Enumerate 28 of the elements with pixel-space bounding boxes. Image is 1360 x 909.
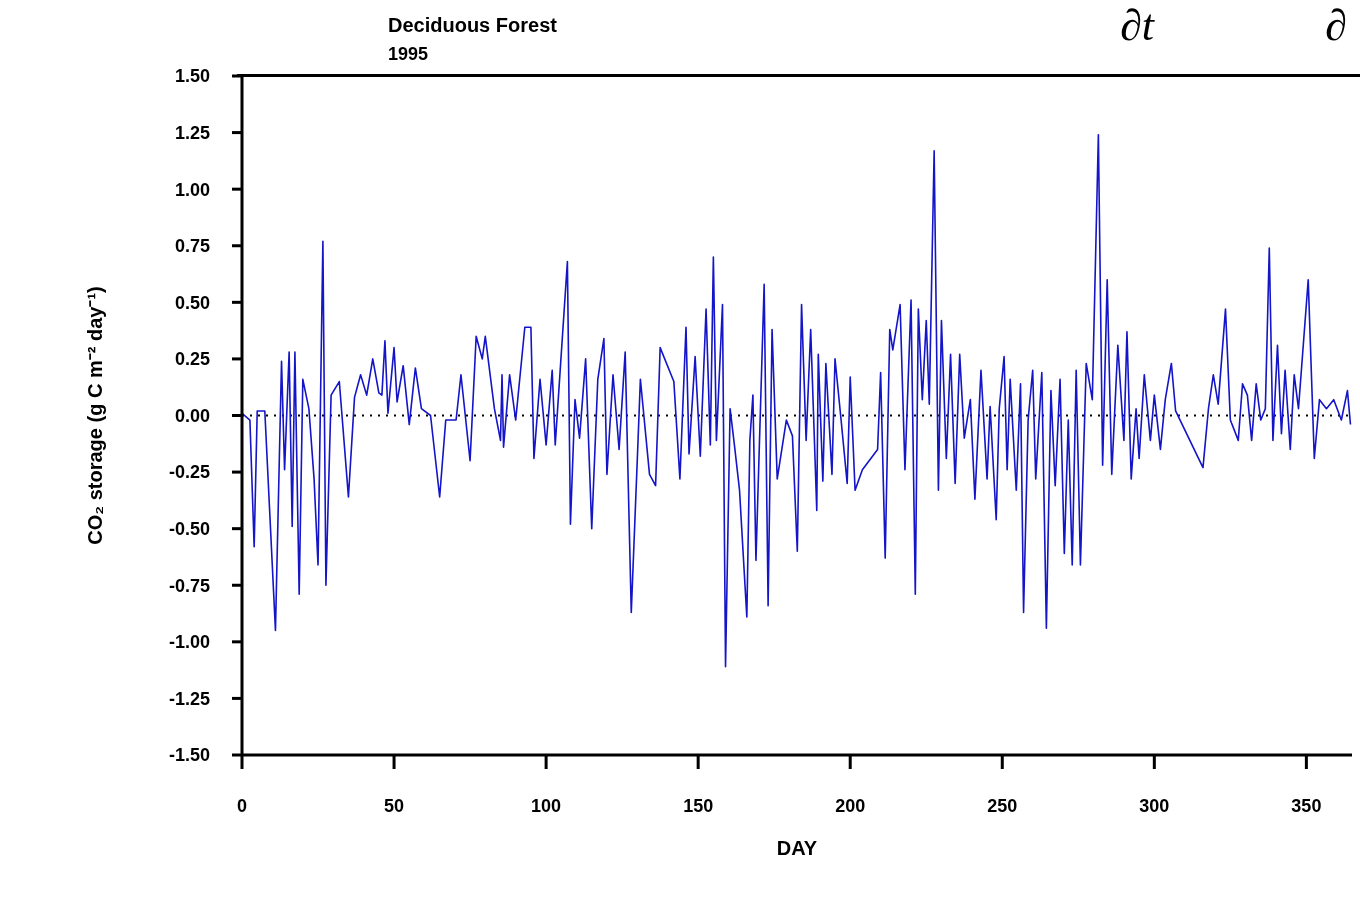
y-tick-label: -0.25 — [168, 462, 210, 483]
x-tick-label: 250 — [987, 795, 1018, 816]
y-tick-label: 1.25 — [174, 122, 210, 143]
y-tick-label: 0.75 — [174, 236, 210, 257]
y-tick-label: -0.50 — [168, 519, 210, 540]
y-tick-label: 0.25 — [174, 349, 210, 370]
y-tick-label: 0.50 — [174, 292, 210, 313]
x-tick-label: 200 — [835, 795, 866, 816]
x-tick-label: 100 — [531, 795, 562, 816]
x-tick-label: 0 — [236, 795, 248, 816]
x-tick-label: 350 — [1291, 795, 1322, 816]
x-tick-label: 300 — [1139, 795, 1170, 816]
y-tick-label: -1.00 — [168, 632, 210, 653]
text: ∂t — [1120, 0, 1154, 51]
line-series — [242, 134, 1352, 668]
y-tick-label: 1.00 — [174, 179, 210, 200]
y-tick-label: -1.25 — [168, 688, 210, 709]
y-axis-title: CO₂ storage (g C m⁻² day⁻¹) — [84, 286, 107, 545]
y-tick-label: -0.75 — [168, 575, 210, 596]
text: ∂ — [1325, 0, 1347, 51]
y-tick-label: -1.50 — [168, 745, 210, 766]
y-tick-label: 0.00 — [174, 405, 210, 426]
x-tick-label: 50 — [384, 795, 405, 816]
y-tick-label: 1.50 — [174, 66, 210, 87]
chart-subtitle: 1995 — [388, 44, 429, 65]
chart-title: Deciduous Forest — [388, 14, 557, 37]
x-axis-title: DAY — [776, 837, 818, 859]
x-tick-label: 150 — [683, 795, 714, 816]
